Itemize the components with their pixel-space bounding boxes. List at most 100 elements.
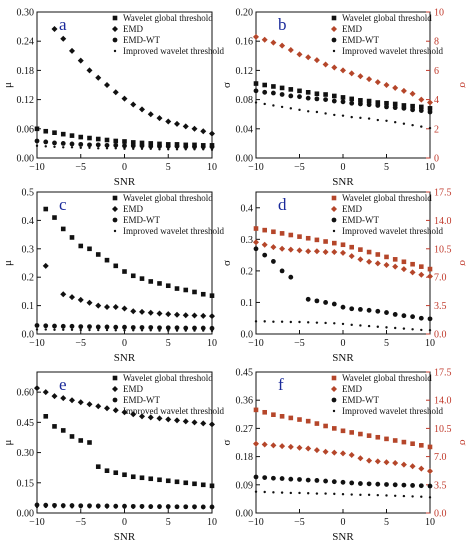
data-point: [374, 260, 381, 267]
data-point: [289, 320, 292, 324]
data-point: [305, 235, 311, 241]
x-axis-label: SNR: [114, 531, 136, 543]
data-point: [331, 449, 338, 456]
y-tick-label: 0.18: [17, 66, 35, 77]
data-point: [315, 492, 319, 495]
data-point: [88, 146, 91, 149]
data-point: [78, 243, 84, 249]
data-point: [69, 503, 75, 508]
data-point: [184, 329, 187, 332]
y-right-tick-label: 3.5: [434, 480, 447, 491]
data-point: [157, 281, 162, 286]
y-tick-label: 0.08: [236, 95, 254, 106]
data-point: [384, 104, 389, 110]
data-point: [288, 415, 294, 421]
data-point: [279, 443, 286, 450]
data-point: [385, 326, 388, 329]
data-point: [156, 415, 163, 422]
data-point: [271, 84, 276, 89]
data-point: [184, 148, 187, 151]
data-point: [113, 263, 119, 269]
data-point: [262, 475, 268, 480]
data-point: [254, 490, 258, 493]
y-right-tick-label: 7.0: [434, 452, 447, 463]
y-tick-label: 0.00: [236, 154, 254, 165]
x-tick-label: 5: [384, 338, 389, 349]
data-point: [209, 325, 215, 331]
data-point: [419, 264, 424, 269]
data-point: [323, 92, 328, 97]
data-point: [418, 465, 425, 472]
data-point: [87, 503, 92, 509]
data-point: [78, 503, 84, 509]
y-right-tick-label: 7.0: [434, 273, 447, 284]
data-point: [60, 131, 66, 137]
legend-entry: EMD-WT: [342, 215, 379, 225]
legend-marker: [332, 229, 336, 233]
data-point: [349, 96, 354, 102]
data-point: [253, 226, 259, 231]
data-point: [358, 481, 363, 486]
data-point: [305, 296, 311, 302]
data-point: [183, 144, 189, 150]
data-point: [366, 249, 372, 255]
data-point: [123, 147, 126, 150]
data-point: [271, 259, 276, 264]
data-point: [340, 428, 346, 434]
data-point: [401, 482, 407, 488]
data-point: [113, 470, 119, 476]
data-point: [200, 128, 207, 135]
data-point: [298, 491, 301, 495]
data-point: [87, 246, 92, 252]
data-point: [410, 441, 415, 447]
data-point: [165, 478, 171, 484]
data-point: [86, 67, 93, 74]
data-point: [383, 82, 390, 88]
data-point: [376, 325, 379, 328]
y-tick-label: 0.36: [236, 396, 254, 407]
legend-entry: EMD: [123, 24, 144, 34]
data-point: [428, 329, 432, 332]
data-point: [157, 141, 162, 147]
data-point: [410, 483, 415, 488]
data-point: [157, 143, 162, 149]
legend-marker: [112, 15, 118, 21]
data-point: [52, 130, 57, 135]
data-point: [271, 475, 276, 481]
data-point: [130, 101, 137, 108]
data-point: [392, 101, 398, 107]
data-point: [158, 329, 161, 332]
legend-entry: EMD-WT: [123, 215, 160, 225]
data-point: [43, 414, 49, 419]
data-point: [331, 98, 337, 104]
data-point: [402, 327, 406, 330]
data-point: [427, 273, 433, 280]
data-point: [261, 36, 268, 43]
data-point: [392, 482, 398, 488]
data-point: [324, 492, 327, 495]
data-point: [374, 79, 381, 86]
y-tick-label: 0.00: [17, 509, 35, 520]
data-point: [174, 143, 180, 149]
data-point: [350, 323, 353, 327]
data-point: [122, 269, 127, 274]
data-point: [279, 42, 286, 49]
data-point: [69, 323, 75, 329]
data-point: [139, 276, 145, 281]
y-tick-label: 0.0: [241, 330, 254, 341]
data-point: [314, 91, 320, 97]
data-point: [34, 126, 40, 132]
data-point: [288, 274, 294, 280]
data-point: [349, 480, 355, 486]
data-point: [333, 492, 336, 496]
data-point: [87, 135, 92, 141]
data-point: [52, 502, 57, 508]
x-tick-label: −10: [29, 162, 45, 173]
data-point: [357, 256, 364, 263]
data-point: [402, 494, 406, 498]
data-point: [262, 82, 267, 88]
data-point: [324, 112, 327, 115]
data-point: [122, 472, 127, 478]
data-point: [113, 324, 119, 330]
